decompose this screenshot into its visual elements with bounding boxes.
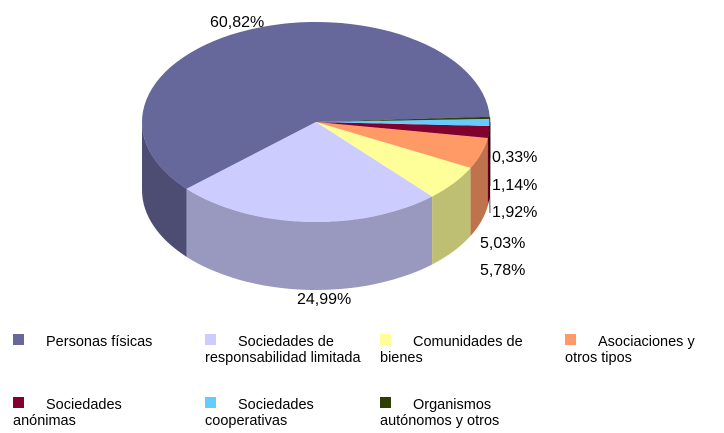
slice [316,116,490,122]
slice [316,122,490,138]
legend-item: Personas físicas [13,334,188,350]
legend-item: Sociedades de responsabilidad limitada [205,334,365,366]
slice [316,122,488,168]
legend-item: Sociedades cooperativas [205,397,365,429]
data-label: 1,92% [492,204,537,221]
data-label: 5,03% [480,235,525,252]
legend-swatch [380,334,391,345]
data-label: 1,14% [492,177,537,194]
legend-swatch [205,397,216,408]
legend-swatch [565,334,576,345]
slice-side [432,167,471,265]
data-label: 24,99% [297,291,351,308]
legend-item: Asociaciones y otros tipos [565,334,724,366]
data-label: 0,33% [492,149,537,166]
legend-label: Organismos autónomos y otros [380,397,500,429]
legend-item: Sociedades anónimas [13,397,188,429]
leader-line [488,132,491,214]
legend-label: Comunidades de bienes [380,334,523,366]
legend-swatch [13,397,24,408]
data-label: 5,78% [480,262,525,279]
legend-swatch [380,397,391,408]
slice [141,21,490,189]
legend-label: Sociedades de responsabilidad limitada [205,334,361,366]
legend-label: Asociaciones y otros tipos [565,334,695,366]
legend-label: Sociedades cooperativas [205,397,314,429]
legend-swatch [13,334,24,345]
slice-side [142,122,187,257]
slice [186,122,433,222]
data-label: 60,82% [210,14,264,31]
legend-label: Personas físicas [46,334,153,350]
slice [316,118,491,126]
legend-item: Organismos autónomos y otros [380,397,550,429]
slice-side [470,137,488,236]
legend-item: Comunidades de bienes [380,334,550,366]
legend-label: Sociedades anónimas [13,397,122,429]
slice-side [186,188,433,290]
slice [316,122,471,197]
legend-swatch [205,334,216,345]
